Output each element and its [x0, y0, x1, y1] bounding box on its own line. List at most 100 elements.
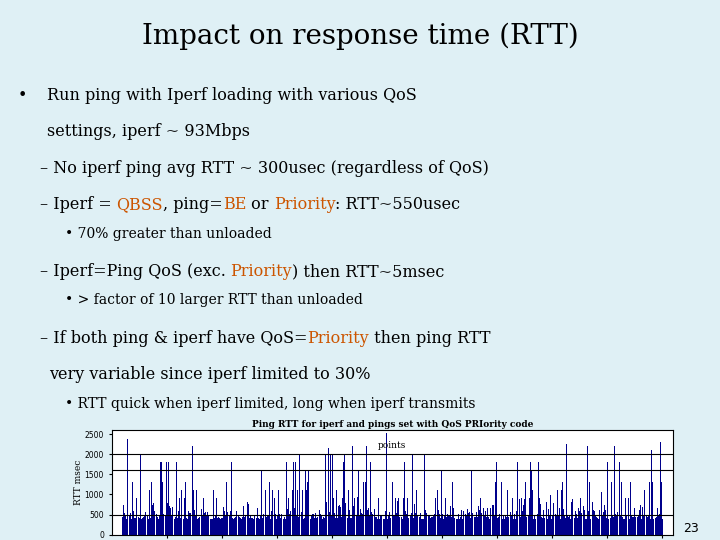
Bar — [495, 482, 496, 535]
Bar — [292, 490, 293, 535]
Bar — [258, 518, 259, 535]
Bar — [576, 514, 577, 535]
Bar — [468, 513, 469, 535]
Bar — [224, 511, 225, 535]
Bar — [608, 504, 609, 535]
Bar — [515, 519, 516, 535]
Bar — [378, 498, 379, 535]
Bar — [190, 513, 191, 535]
Bar — [501, 482, 503, 535]
Bar — [612, 515, 613, 535]
Bar — [655, 518, 657, 535]
Bar — [414, 504, 415, 535]
Bar — [142, 518, 143, 535]
Text: • RTT quick when iperf limited, long when iperf transmits: • RTT quick when iperf limited, long whe… — [65, 396, 475, 410]
Bar — [592, 454, 593, 535]
Text: QBSS: QBSS — [117, 196, 163, 213]
Bar — [147, 516, 148, 535]
Bar — [559, 508, 560, 535]
Bar — [217, 517, 218, 535]
Bar — [252, 518, 253, 535]
Bar — [382, 515, 383, 535]
Bar — [344, 454, 345, 535]
Bar — [485, 511, 486, 535]
Bar — [497, 518, 498, 535]
Bar — [513, 519, 514, 535]
Bar — [547, 519, 548, 535]
Bar — [601, 492, 602, 535]
Bar — [469, 511, 470, 535]
Bar — [459, 519, 460, 535]
Bar — [421, 519, 422, 535]
Bar — [543, 510, 544, 535]
Bar — [532, 490, 533, 535]
Bar — [569, 515, 570, 535]
Bar — [653, 518, 654, 535]
Bar — [523, 505, 524, 535]
Bar — [176, 462, 177, 535]
Bar — [589, 482, 590, 535]
Bar — [219, 512, 220, 535]
Bar — [271, 490, 273, 535]
Bar — [516, 511, 517, 535]
Bar — [402, 519, 403, 535]
Bar — [644, 470, 645, 535]
Bar — [553, 503, 554, 535]
Bar — [154, 511, 155, 535]
Bar — [340, 508, 341, 535]
Bar — [266, 517, 267, 535]
Bar — [355, 515, 356, 535]
Bar — [323, 517, 324, 535]
Bar — [357, 497, 358, 535]
Bar — [636, 470, 637, 535]
Bar — [632, 517, 633, 535]
Bar — [626, 498, 627, 535]
Bar — [317, 517, 318, 535]
Bar — [537, 514, 539, 535]
Bar — [156, 514, 157, 535]
Bar — [251, 518, 252, 535]
Text: Priority: Priority — [274, 196, 336, 213]
Bar — [199, 513, 200, 535]
Bar — [522, 511, 523, 535]
Bar — [150, 518, 151, 535]
Bar — [396, 513, 397, 535]
Bar — [578, 508, 579, 535]
Bar — [499, 514, 500, 535]
Bar — [352, 446, 353, 535]
Bar — [446, 517, 447, 535]
Bar — [534, 516, 535, 535]
Bar — [286, 462, 287, 535]
Bar — [273, 518, 274, 535]
Bar — [610, 515, 611, 535]
Bar — [384, 519, 385, 535]
Bar — [169, 506, 170, 535]
Bar — [131, 519, 132, 535]
Bar — [510, 512, 511, 535]
Bar — [427, 516, 428, 535]
Bar — [281, 514, 282, 535]
Bar — [432, 517, 433, 535]
Bar — [334, 513, 335, 535]
Bar — [325, 502, 327, 535]
Bar — [658, 516, 659, 535]
Bar — [470, 518, 471, 535]
Bar — [646, 501, 647, 535]
Bar — [435, 498, 436, 535]
Bar — [329, 512, 330, 535]
Bar — [295, 462, 296, 535]
Bar — [336, 515, 338, 535]
Bar — [403, 498, 404, 535]
Bar — [170, 509, 171, 535]
Bar — [496, 462, 497, 535]
Bar — [360, 509, 361, 535]
Bar — [587, 446, 588, 535]
Bar — [141, 518, 142, 535]
Bar — [332, 454, 333, 535]
Bar — [493, 505, 494, 535]
Bar — [298, 517, 299, 535]
Bar — [475, 517, 476, 535]
Bar — [338, 506, 339, 535]
Bar — [551, 519, 552, 535]
Bar — [524, 499, 525, 535]
